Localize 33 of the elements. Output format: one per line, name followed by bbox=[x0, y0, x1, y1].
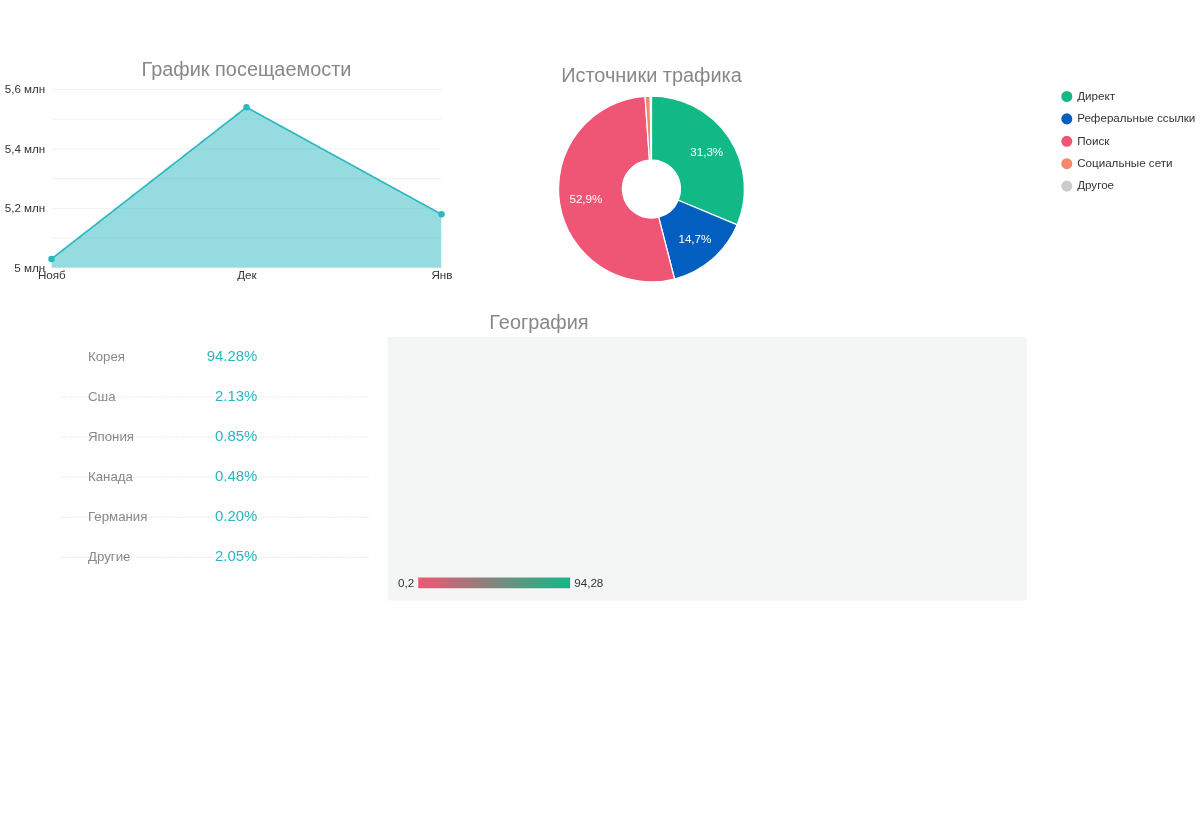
data-label: 2.05% bbox=[214, 547, 258, 565]
point bbox=[48, 255, 55, 263]
chart-title: График посещаемости bbox=[141, 58, 352, 81]
category-label: Канада bbox=[87, 469, 134, 485]
x-tick-label: Дек bbox=[237, 268, 258, 282]
chart-title: Источники трафика bbox=[561, 63, 743, 86]
category-label: Сша bbox=[87, 389, 117, 405]
category-label: Германия bbox=[87, 509, 148, 525]
data-label: 2.13% bbox=[214, 387, 258, 405]
category-label: Корея bbox=[87, 348, 126, 364]
category-label: Другие bbox=[87, 549, 131, 565]
text: География bbox=[489, 311, 589, 334]
y-tick-label: 5,4 млн bbox=[4, 141, 46, 155]
point bbox=[243, 104, 250, 111]
y-tick-label: 5,6 млн bbox=[4, 82, 46, 96]
data-label: 94.28% bbox=[206, 346, 258, 364]
y-tick-label: 5,2 млн bbox=[4, 201, 46, 215]
legend-label: Реферальные ссылки bbox=[1077, 111, 1196, 125]
category-label: Япония bbox=[87, 429, 135, 445]
text: 0,2 bbox=[397, 575, 415, 589]
text: 94,28 bbox=[574, 575, 604, 589]
legend-label: Социальные сети bbox=[1077, 156, 1173, 170]
data-label: 0.85% bbox=[214, 427, 258, 445]
data-label: 31,3% bbox=[690, 144, 724, 158]
data-label: 0.48% bbox=[214, 467, 258, 485]
data-label: 14,7% bbox=[678, 231, 712, 245]
legend-label: Поиск bbox=[1077, 133, 1111, 147]
legend-label: Директ bbox=[1077, 88, 1116, 102]
legend-label: Другое bbox=[1077, 178, 1115, 192]
data-label: 52,9% bbox=[569, 191, 603, 205]
x-tick-label: Янв bbox=[431, 268, 453, 282]
point bbox=[438, 211, 445, 218]
data-label: 0.20% bbox=[214, 507, 258, 525]
